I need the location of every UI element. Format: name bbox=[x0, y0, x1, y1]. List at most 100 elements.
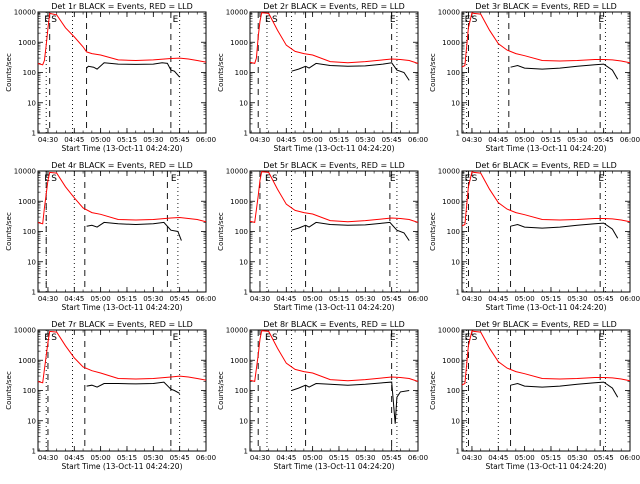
x-tick-label: 04:30 bbox=[250, 295, 270, 303]
x-tick-label: 05:00 bbox=[91, 454, 111, 462]
events-series-line bbox=[291, 221, 410, 241]
y-tick-label: 10000 bbox=[438, 168, 460, 176]
y-tick-label: 10 bbox=[451, 99, 460, 107]
y-tick-label: 1000 bbox=[442, 198, 460, 206]
y-tick-label: 1 bbox=[456, 130, 460, 138]
events-series-line bbox=[510, 222, 619, 239]
y-axis-label: Counts/sec bbox=[5, 371, 13, 410]
interval-marker: S bbox=[472, 174, 478, 184]
y-tick-label: 100 bbox=[23, 228, 36, 236]
x-tick-label: 05:30 bbox=[355, 454, 375, 462]
x-tick-label: 04:45 bbox=[276, 136, 296, 144]
x-tick-label: 05:30 bbox=[567, 295, 587, 303]
interval-marker: E bbox=[173, 333, 179, 343]
x-tick-label: 05:30 bbox=[355, 136, 375, 144]
y-tick-label: 1 bbox=[244, 289, 248, 297]
y-axis-label: Counts/sec bbox=[217, 212, 225, 251]
plot-frame bbox=[37, 329, 207, 452]
x-tick-label: 05:45 bbox=[594, 454, 614, 462]
lld-series-line bbox=[250, 330, 418, 383]
panel-det-7: Det 7r BLACK = Events, RED = LLD 1 10 100 10… bbox=[5, 320, 216, 471]
plot-frame bbox=[37, 11, 207, 134]
y-tick-label: 1000 bbox=[230, 198, 248, 206]
interval-marker: E bbox=[44, 174, 50, 184]
y-tick-label: 10000 bbox=[226, 327, 248, 335]
panel-det-8: Det 8r BLACK = Events, RED = LLD 1 10 100 10… bbox=[217, 320, 428, 471]
y-axis-label: Counts/sec bbox=[217, 371, 225, 410]
y-axis-label: Counts/sec bbox=[217, 53, 225, 92]
y-tick-label: 10 bbox=[239, 258, 248, 266]
x-tick-label: 04:30 bbox=[38, 295, 58, 303]
interval-marker: S bbox=[472, 15, 478, 25]
y-tick-label: 10000 bbox=[438, 327, 460, 335]
x-tick-label: 05:00 bbox=[303, 295, 323, 303]
y-tick-label: 10 bbox=[27, 258, 36, 266]
y-tick-label: 100 bbox=[447, 69, 460, 77]
y-tick-label: 100 bbox=[235, 228, 248, 236]
plot-frame bbox=[37, 170, 207, 293]
panel-title: Det 6r BLACK = Events, RED = LLD bbox=[475, 161, 617, 170]
y-tick-label: 1000 bbox=[230, 357, 248, 365]
x-tick-label: 06:00 bbox=[408, 454, 428, 462]
x-tick-label: 06:00 bbox=[196, 454, 216, 462]
interval-marker: S bbox=[51, 174, 57, 184]
events-series-line bbox=[86, 381, 180, 394]
lld-series-line bbox=[38, 12, 206, 66]
x-tick-label: 05:15 bbox=[541, 454, 561, 462]
x-tick-label: 04:45 bbox=[488, 454, 508, 462]
plot-frame bbox=[461, 329, 631, 452]
x-tick-label: 04:30 bbox=[38, 136, 58, 144]
x-tick-label: 04:30 bbox=[462, 136, 482, 144]
x-tick-label: 05:00 bbox=[303, 136, 323, 144]
x-axis-label: Start Time (13-Oct-11 04:24:20) bbox=[61, 144, 182, 153]
x-tick-label: 05:00 bbox=[515, 136, 535, 144]
interval-marker: E bbox=[598, 15, 604, 25]
panel-det-5: Det 5r BLACK = Events, RED = LLD 1 10 100 10… bbox=[217, 161, 428, 312]
interval-marker: S bbox=[51, 333, 57, 343]
interval-marker: E bbox=[390, 333, 396, 343]
lld-series-line bbox=[462, 330, 630, 386]
panel-det-2: Det 2r BLACK = Events, RED = LLD 1 10 100 10… bbox=[217, 2, 428, 153]
plot-frame bbox=[249, 170, 419, 293]
x-axis-label: Start Time (13-Oct-11 04:24:20) bbox=[485, 144, 606, 153]
interval-marker: E bbox=[265, 174, 271, 184]
x-axis-label: Start Time (13-Oct-11 04:24:20) bbox=[61, 303, 182, 312]
x-axis-label: Start Time (13-Oct-11 04:24:20) bbox=[485, 462, 606, 471]
y-tick-label: 10000 bbox=[14, 168, 36, 176]
x-tick-label: 05:30 bbox=[567, 454, 587, 462]
x-tick-label: 05:15 bbox=[541, 136, 561, 144]
interval-marker: S bbox=[472, 333, 478, 343]
y-tick-label: 1000 bbox=[18, 39, 36, 47]
x-tick-label: 05:15 bbox=[117, 136, 137, 144]
x-axis-label: Start Time (13-Oct-11 04:24:20) bbox=[485, 303, 606, 312]
x-axis-label: Start Time (13-Oct-11 04:24:20) bbox=[273, 462, 394, 471]
x-axis-label: Start Time (13-Oct-11 04:24:20) bbox=[273, 144, 394, 153]
panel-title: Det 5r BLACK = Events, RED = LLD bbox=[263, 161, 405, 170]
x-tick-label: 06:00 bbox=[620, 295, 640, 303]
y-tick-label: 100 bbox=[23, 69, 36, 77]
x-tick-label: 05:15 bbox=[329, 295, 349, 303]
y-tick-label: 10000 bbox=[438, 9, 460, 17]
x-tick-label: 06:00 bbox=[408, 295, 428, 303]
lld-series-line bbox=[250, 171, 418, 224]
panel-title: Det 2r BLACK = Events, RED = LLD bbox=[263, 2, 405, 11]
x-tick-label: 05:45 bbox=[382, 136, 402, 144]
x-tick-label: 04:45 bbox=[64, 136, 84, 144]
y-tick-label: 100 bbox=[235, 69, 248, 77]
x-tick-label: 04:45 bbox=[64, 295, 84, 303]
interval-marker: S bbox=[272, 15, 278, 25]
x-tick-label: 05:45 bbox=[170, 295, 190, 303]
lld-series-line bbox=[462, 12, 630, 68]
y-tick-label: 10000 bbox=[226, 9, 248, 17]
panel-title: Det 9r BLACK = Events, RED = LLD bbox=[475, 320, 617, 329]
x-tick-label: 05:45 bbox=[382, 454, 402, 462]
x-tick-label: 05:15 bbox=[541, 295, 561, 303]
interval-marker: S bbox=[272, 333, 278, 343]
x-tick-label: 04:45 bbox=[276, 454, 296, 462]
y-tick-label: 10000 bbox=[14, 9, 36, 17]
x-tick-label: 06:00 bbox=[196, 295, 216, 303]
y-axis-label: Counts/sec bbox=[429, 371, 437, 410]
y-tick-label: 1000 bbox=[442, 357, 460, 365]
panel-title: Det 4r BLACK = Events, RED = LLD bbox=[51, 161, 193, 170]
